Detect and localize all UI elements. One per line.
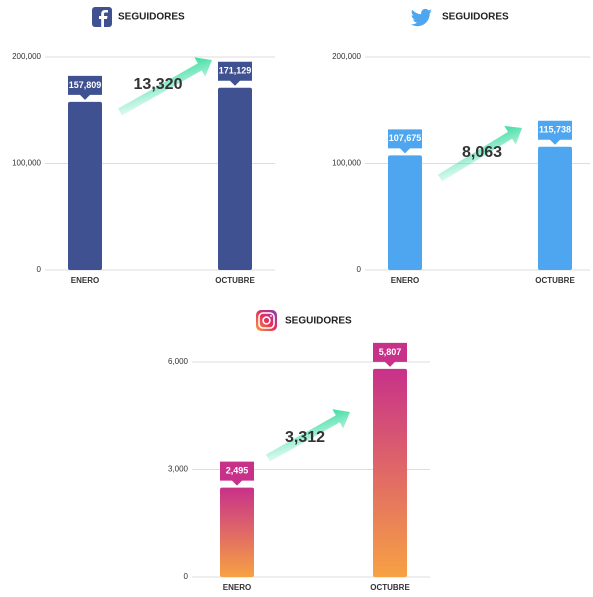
y-tick-label: 100,000 (332, 159, 361, 168)
x-tick-label: OCTUBRE (215, 276, 255, 285)
bar (218, 87, 252, 270)
x-tick-label: OCTUBRE (535, 276, 575, 285)
chart-title: SEGUIDORES (442, 12, 509, 23)
y-tick-label: 6,000 (168, 357, 189, 366)
value-label: 157,809 (69, 80, 102, 90)
y-tick-label: 0 (357, 265, 362, 274)
growth-arrow (266, 409, 351, 462)
growth-annotation: 3,312 (285, 429, 325, 446)
value-label: 115,738 (539, 125, 571, 135)
bar (538, 146, 572, 270)
y-tick-label: 200,000 (332, 52, 361, 61)
arrow-shape (118, 57, 213, 116)
bar (68, 101, 102, 271)
arrow-shape (437, 125, 523, 182)
value-tag (373, 342, 407, 367)
chart-title: SEGUIDORES (118, 12, 185, 23)
y-tick-label: 200,000 (12, 52, 41, 61)
x-tick-label: ENERO (391, 276, 419, 285)
value-label: 5,807 (379, 347, 402, 357)
x-tick-label: ENERO (71, 276, 99, 285)
bar (388, 155, 422, 270)
value-tag (68, 75, 102, 100)
arrow-shape (266, 409, 351, 462)
x-tick-label: ENERO (223, 583, 251, 592)
twitter-icon (410, 8, 432, 27)
growth-annotation: 8,063 (462, 144, 502, 161)
value-tag (218, 61, 252, 86)
value-tag (220, 461, 254, 486)
chart-title: SEGUIDORES (285, 316, 352, 327)
value-label: 107,675 (389, 133, 422, 143)
y-tick-label: 100,000 (12, 159, 41, 168)
y-tick-label: 3,000 (168, 465, 189, 474)
value-tag (538, 120, 572, 145)
value-label: 171,129 (219, 66, 252, 76)
facebook-icon (92, 7, 112, 27)
value-label: 2,495 (226, 465, 249, 475)
growth-annotation: 13,320 (134, 76, 183, 93)
bar (220, 487, 254, 577)
growth-arrow (118, 57, 213, 116)
bar (373, 368, 407, 577)
instagram-icon (256, 310, 277, 331)
y-tick-label: 0 (184, 572, 189, 581)
x-tick-label: OCTUBRE (370, 583, 410, 592)
growth-arrow (437, 125, 523, 182)
value-tag (388, 129, 422, 154)
y-tick-label: 0 (37, 265, 42, 274)
